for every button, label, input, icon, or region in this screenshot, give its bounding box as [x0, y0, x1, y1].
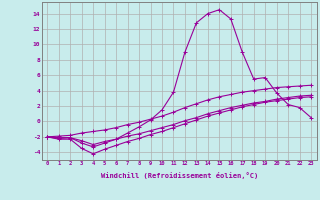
X-axis label: Windchill (Refroidissement éolien,°C): Windchill (Refroidissement éolien,°C)	[100, 172, 258, 179]
